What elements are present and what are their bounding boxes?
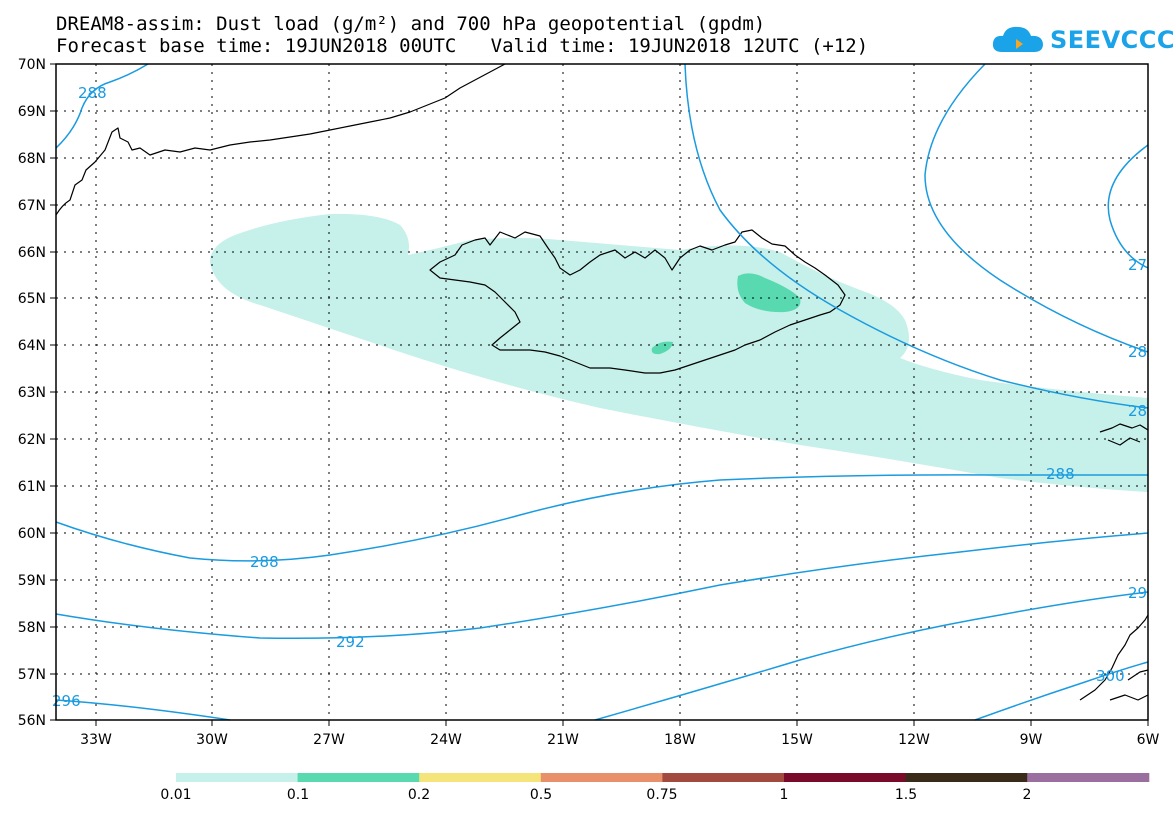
legend-label: 0.75 (646, 787, 677, 803)
lat-label: 59N (18, 573, 46, 589)
legend-label: 0.01 (160, 787, 191, 803)
lat-label: 67N (18, 198, 46, 214)
lat-label: 56N (18, 713, 46, 729)
dust-area-0.01 (210, 213, 1148, 492)
contour-label: 288 (1046, 465, 1075, 483)
legend-labels: 0.01 0.1 0.2 0.5 0.75 1 1.5 2 (160, 787, 1031, 803)
lat-label: 61N (18, 479, 46, 495)
contour-label: 27 (1128, 256, 1147, 274)
contour-label: 288 (250, 553, 279, 571)
legend-color-swatch (662, 773, 785, 782)
lon-label: 15W (781, 732, 813, 748)
lon-label: 18W (664, 732, 696, 748)
lat-label: 70N (18, 57, 46, 73)
map-title: DREAM8-assim: Dust load (g/m²) and 700 h… (56, 13, 766, 35)
contour-label: 28 (1128, 343, 1147, 361)
legend-color-swatch (297, 773, 420, 782)
lon-label: 6W (1137, 732, 1160, 748)
lat-label: 63N (18, 385, 46, 401)
lat-label: 66N (18, 245, 46, 261)
lon-label: 12W (898, 732, 930, 748)
legend-label: 0.5 (530, 787, 552, 803)
cloud-icon (992, 26, 1043, 52)
lon-label: 21W (547, 732, 579, 748)
legend-color-swatch (176, 773, 299, 782)
lon-label: 30W (196, 732, 228, 748)
map-subtitle: Forecast base time: 19JUN2018 00UTC Vali… (56, 35, 869, 57)
legend-color-swatch (419, 773, 542, 782)
coastlines (55, 63, 1149, 701)
contour-label: 29 (1128, 584, 1147, 602)
lat-label: 62N (18, 432, 46, 448)
seevccc-logo: SEEVCCC (990, 22, 1175, 58)
legend-color-swatch (905, 773, 1028, 782)
legend-color-swatch (1027, 773, 1150, 782)
lat-label: 60N (18, 526, 46, 542)
logo-text: SEEVCCC (1050, 26, 1175, 54)
contour-label: 292 (336, 633, 365, 651)
color-legend: 0.01 0.1 0.2 0.5 0.75 1 1.5 2 (160, 773, 1150, 803)
legend-label: 1 (780, 787, 789, 803)
legend-bars (176, 773, 1150, 782)
lat-label: 69N (18, 104, 46, 120)
faroe-coast (1099, 423, 1149, 446)
contour-label: 296 (52, 692, 81, 710)
dust-area-0.1-east (737, 273, 801, 313)
contour-label: 288 (78, 84, 107, 102)
lat-label: 57N (18, 667, 46, 683)
iceland-coast (429, 229, 846, 374)
legend-label: 0.2 (408, 787, 430, 803)
lat-label: 68N (18, 151, 46, 167)
dust-load-shading (210, 213, 1148, 492)
geopotential-contours (55, 63, 1149, 721)
axis-ticks (50, 63, 1149, 726)
legend-label: 0.1 (287, 787, 309, 803)
contour-label: 28 (1128, 402, 1147, 420)
contour-label: 300 (1096, 667, 1125, 685)
lon-label: 33W (80, 732, 112, 748)
legend-color-swatch (540, 773, 663, 782)
scotland-coast (1079, 614, 1149, 701)
lon-label: 9W (1020, 732, 1043, 748)
legend-color-swatch (784, 773, 907, 782)
contour-labels: 288 288 288 292 296 27 28 28 29 300 (52, 84, 1147, 710)
lon-label: 27W (313, 732, 345, 748)
lon-label: 24W (430, 732, 462, 748)
greenland-coast (55, 63, 506, 216)
latitude-labels: 70N 69N 68N 67N 66N 65N 64N 63N 62N 61N … (18, 57, 46, 729)
longitude-labels: 33W 30W 27W 24W 21W 18W 15W 12W 9W 6W (80, 732, 1159, 748)
lat-label: 65N (18, 291, 46, 307)
legend-label: 2 (1023, 787, 1032, 803)
map-grid (56, 64, 1148, 720)
lat-label: 64N (18, 338, 46, 354)
lat-label: 58N (18, 620, 46, 636)
legend-label: 1.5 (895, 787, 917, 803)
